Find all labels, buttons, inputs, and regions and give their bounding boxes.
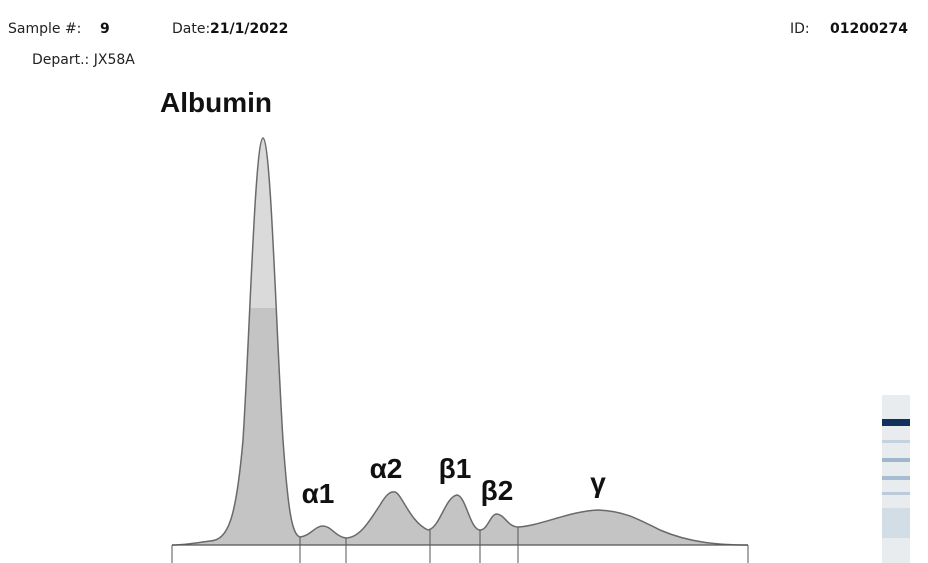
beta2-label: β2 bbox=[481, 475, 514, 506]
date: 21/1/2022 bbox=[210, 21, 288, 37]
id-label: ID: bbox=[790, 21, 810, 37]
beta1-label: β1 bbox=[439, 453, 472, 484]
gel-band bbox=[882, 476, 910, 480]
id: 01200274 bbox=[830, 21, 908, 37]
gel-band bbox=[882, 508, 910, 538]
alpha2-label: α2 bbox=[370, 453, 403, 484]
densitogram bbox=[172, 130, 748, 563]
gel-band bbox=[882, 458, 910, 462]
albumin-label: Albumin bbox=[160, 87, 272, 118]
gel-band bbox=[882, 419, 910, 426]
gel-band bbox=[882, 492, 910, 495]
alpha1-label: α1 bbox=[302, 478, 335, 509]
albumin-highlight bbox=[235, 130, 295, 308]
gel-strip bbox=[882, 395, 910, 563]
gel-band bbox=[882, 440, 910, 443]
electrophoresis-report: Sample #: 9 Date: 21/1/2022 ID: 01200274… bbox=[0, 0, 928, 563]
gamma-label: γ bbox=[590, 467, 606, 498]
date-label: Date: bbox=[172, 21, 210, 37]
department: Depart.: JX58A bbox=[32, 52, 135, 68]
sample-number: 9 bbox=[100, 21, 110, 37]
sample-label: Sample #: bbox=[8, 21, 81, 37]
